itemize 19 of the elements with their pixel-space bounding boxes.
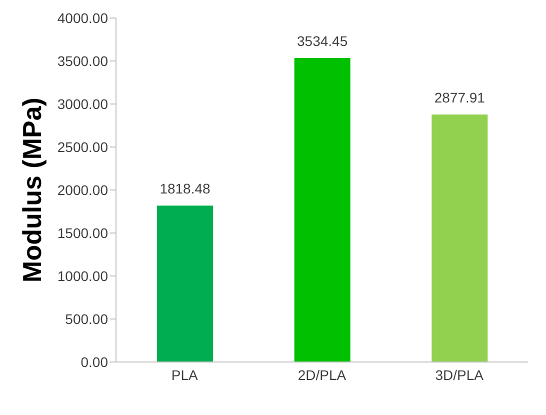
y-tick-label: 2000.00 — [57, 182, 108, 198]
y-tick-label: 1000.00 — [57, 268, 108, 284]
y-tick-label: 0.00 — [80, 354, 108, 370]
x-tick-label: 3D/PLA — [435, 366, 484, 383]
y-tick-label: 500.00 — [65, 310, 108, 327]
y-tick-label: 3000.00 — [57, 96, 108, 112]
data-label: 1818.48 — [160, 180, 211, 197]
data-label: 3534.45 — [297, 33, 348, 50]
y-tick-label: 2500.00 — [57, 138, 108, 155]
bar — [157, 206, 213, 362]
y-tick-label: 1500.00 — [57, 224, 108, 241]
y-tick-label: 4000.00 — [57, 10, 108, 26]
bar — [432, 114, 488, 362]
y-tick-label: 3500.00 — [57, 52, 108, 69]
x-tick-label: 2D/PLA — [298, 366, 347, 383]
x-tick-label: PLA — [171, 366, 199, 383]
bar — [294, 58, 350, 362]
data-label: 2877.91 — [434, 90, 486, 106]
y-axis-title: Modulus (MPa) — [17, 98, 48, 282]
